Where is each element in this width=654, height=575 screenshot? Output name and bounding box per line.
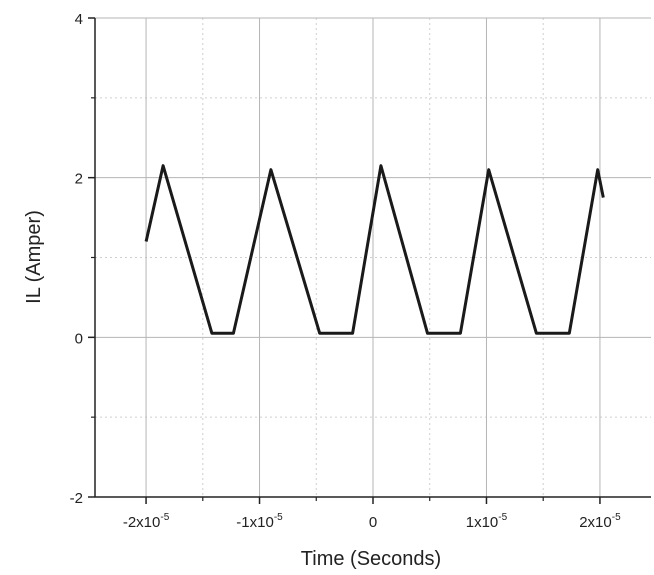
axes xyxy=(88,17,651,504)
series-layer xyxy=(144,164,605,335)
series-line xyxy=(144,164,605,335)
x-tick-label: 2x10-5 xyxy=(579,512,621,531)
grid xyxy=(95,17,651,497)
y-tick-label: 4 xyxy=(75,11,83,28)
x-tick-label: -1x10-5 xyxy=(236,512,283,531)
y-tick-label: 2 xyxy=(75,171,83,188)
tick-labels: -2 0 2 4 -2x10-5 -1x10-5 0 1x10-5 2x10-5 xyxy=(70,11,621,531)
x-tick-label: 1x10-5 xyxy=(466,512,508,531)
y-tick-label: 0 xyxy=(75,330,83,347)
y-axis-title: IL (Amper) xyxy=(23,210,45,304)
y-tick-label: -2 xyxy=(70,490,83,507)
x-axis-title: Time (Seconds) xyxy=(301,548,441,570)
x-tick-label: -2x10-5 xyxy=(123,512,170,531)
x-tick-label: 0 xyxy=(369,514,377,531)
